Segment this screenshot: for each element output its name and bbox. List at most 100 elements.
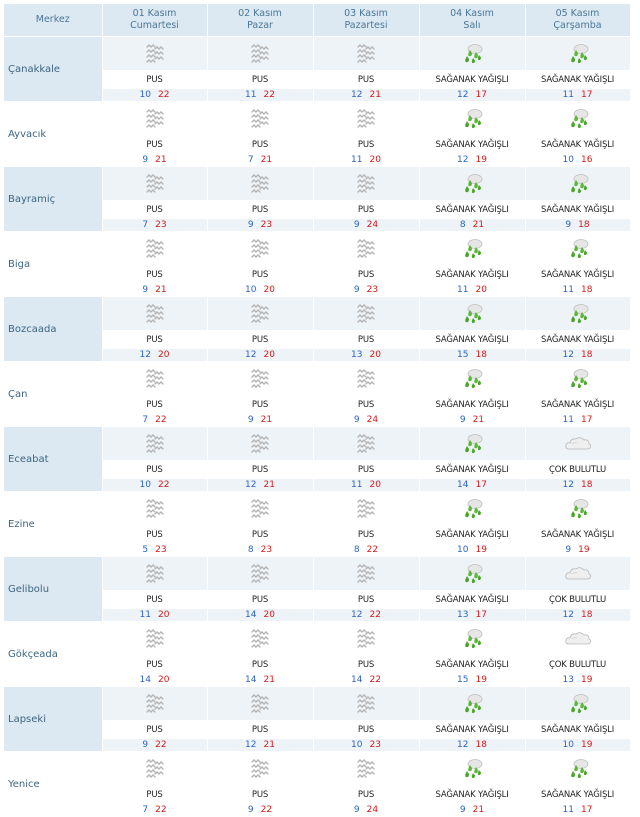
fog-icon — [207, 427, 313, 461]
max-temperature: 18 — [578, 220, 590, 230]
city-name[interactable]: Yenice — [4, 751, 103, 817]
forecast-cell: PUS 11 20 — [313, 426, 420, 492]
fog-icon — [207, 362, 313, 396]
city-row: Çanakkale PUS 10 22 PUS 11 22 PUS 12 21 SAĞANAK YA… — [4, 36, 631, 102]
city-row: Gelibolu PUS 11 20 PUS 14 20 PUS 12 22 SAĞANAK YAĞ… — [4, 556, 631, 622]
max-temperature: 21 — [472, 220, 485, 230]
max-temperature: 20 — [369, 350, 381, 360]
day-header: 02 Kasım Pazar — [207, 4, 314, 37]
forecast-cell: PUS 12 21 — [207, 426, 314, 492]
max-temperature: 23 — [260, 545, 273, 555]
city-name[interactable]: Gökçeada — [4, 621, 103, 687]
forecast-cell: PUS 9 23 — [313, 231, 420, 297]
forecast-cell: PUS 7 22 — [102, 751, 208, 817]
weather-description: PUS — [251, 270, 269, 280]
fog-icon — [102, 492, 207, 526]
max-temperature: 16 — [581, 155, 593, 165]
min-temperature: 11 — [351, 155, 363, 165]
forecast-cell: ÇOK BULUTLU 12 18 — [525, 426, 631, 492]
city-name[interactable]: Lapseki — [4, 686, 103, 752]
min-temperature: 9 — [353, 220, 360, 230]
temperature-range: 10 19 — [420, 544, 525, 556]
city-row: Eceabat PUS 10 22 PUS 12 21 PUS 11 20 SAĞANAK YAĞI… — [4, 426, 631, 492]
city-name[interactable]: Çanakkale — [4, 36, 103, 102]
temperature-range: 12 21 — [313, 89, 419, 101]
day-header-date: 04 Kasım — [450, 8, 494, 19]
max-temperature: 20 — [475, 285, 487, 295]
weather-description: SAĞANAK YAĞIŞLI — [541, 140, 614, 150]
max-temperature: 24 — [366, 220, 379, 230]
forecast-cell: SAĞANAK YAĞIŞLI 12 19 — [419, 101, 526, 167]
fog-icon — [313, 427, 419, 461]
weather-description: SAĞANAK YAĞIŞLI — [435, 270, 509, 280]
shower-rain-icon — [419, 752, 525, 786]
min-temperature: 11 — [562, 90, 574, 100]
shower-rain-icon — [525, 297, 630, 331]
city-name[interactable]: Çan — [4, 361, 103, 427]
forecast-cell: PUS 14 22 — [313, 621, 420, 687]
fog-icon — [102, 297, 207, 331]
city-name[interactable]: Bozcaada — [4, 296, 103, 362]
weather-description: PUS — [146, 465, 163, 475]
min-temperature: 12 — [351, 90, 363, 100]
temperature-range: 11 22 — [207, 89, 313, 101]
weather-description: PUS — [357, 205, 375, 215]
temperature-range: 8 23 — [208, 544, 313, 556]
city-name[interactable]: Ayvacık — [4, 101, 103, 167]
max-temperature: 23 — [369, 740, 381, 750]
city-row: Çan PUS 7 22 PUS 9 21 PUS 9 24 SAĞANAK YAĞIŞLI 9 21 S… — [4, 361, 631, 427]
fog-icon — [102, 622, 207, 656]
temperature-range: 9 24 — [314, 414, 419, 426]
forecast-cell: PUS 9 24 — [313, 166, 420, 232]
min-temperature: 13 — [351, 350, 363, 360]
forecast-cell: PUS 12 21 — [313, 36, 420, 102]
city-name[interactable]: Ezine — [4, 491, 103, 557]
min-temperature: 12 — [245, 350, 257, 360]
weather-description: PUS — [357, 465, 375, 475]
min-temperature: 12 — [457, 90, 469, 100]
shower-rain-icon — [419, 362, 525, 396]
temperature-range: 12 18 — [525, 349, 630, 361]
forecast-cell: PUS 10 20 — [207, 231, 314, 297]
max-temperature: 18 — [581, 480, 593, 490]
city-name[interactable]: Eceabat — [4, 426, 103, 492]
day-header-date: 02 Kasım — [238, 8, 282, 19]
max-temperature: 17 — [581, 90, 593, 100]
weather-description: PUS — [251, 595, 269, 605]
fog-icon — [207, 232, 313, 266]
temperature-range: 14 21 — [208, 674, 313, 686]
temperature-range: 11 20 — [314, 154, 419, 166]
shower-rain-icon — [419, 427, 525, 461]
max-temperature: 20 — [369, 155, 381, 165]
weather-description: ÇOK BULUTLU — [548, 465, 606, 475]
merkez-header: Merkez — [4, 4, 103, 37]
max-temperature: 17 — [475, 610, 487, 620]
city-name[interactable]: Biga — [4, 231, 103, 297]
min-temperature: 12 — [245, 480, 257, 490]
min-temperature: 10 — [245, 285, 257, 295]
forecast-cell: PUS 5 23 — [102, 491, 208, 557]
city-name[interactable]: Bayramiç — [4, 166, 103, 232]
min-temperature: 9 — [247, 415, 254, 425]
weather-description: PUS — [357, 725, 375, 735]
weather-description: PUS — [146, 530, 163, 540]
max-temperature: 18 — [475, 350, 487, 360]
weather-description: SAĞANAK YAĞIŞLI — [541, 530, 614, 540]
forecast-cell: PUS 11 22 — [207, 36, 314, 102]
max-temperature: 23 — [155, 220, 167, 230]
city-row: Ayvacık PUS 9 21 PUS 7 21 PUS 11 20 SAĞANAK YAĞIŞL… — [4, 101, 631, 167]
temperature-range: 11 17 — [526, 414, 630, 426]
weather-description: SAĞANAK YAĞIŞLI — [541, 75, 614, 85]
forecast-cell: PUS 9 24 — [313, 751, 420, 817]
temperature-range: 9 22 — [208, 804, 313, 816]
min-temperature: 7 — [247, 155, 254, 165]
city-name[interactable]: Gelibolu — [4, 556, 103, 622]
cloudy-icon — [525, 557, 630, 591]
forecast-cell: SAĞANAK YAĞIŞLI 9 18 — [525, 166, 631, 232]
weather-description: SAĞANAK YAĞIŞLI — [435, 400, 509, 410]
min-temperature: 14 — [351, 675, 363, 685]
fog-icon — [102, 232, 207, 266]
weather-description: PUS — [357, 400, 375, 410]
fog-icon — [102, 752, 207, 786]
min-temperature: 9 — [459, 415, 466, 425]
